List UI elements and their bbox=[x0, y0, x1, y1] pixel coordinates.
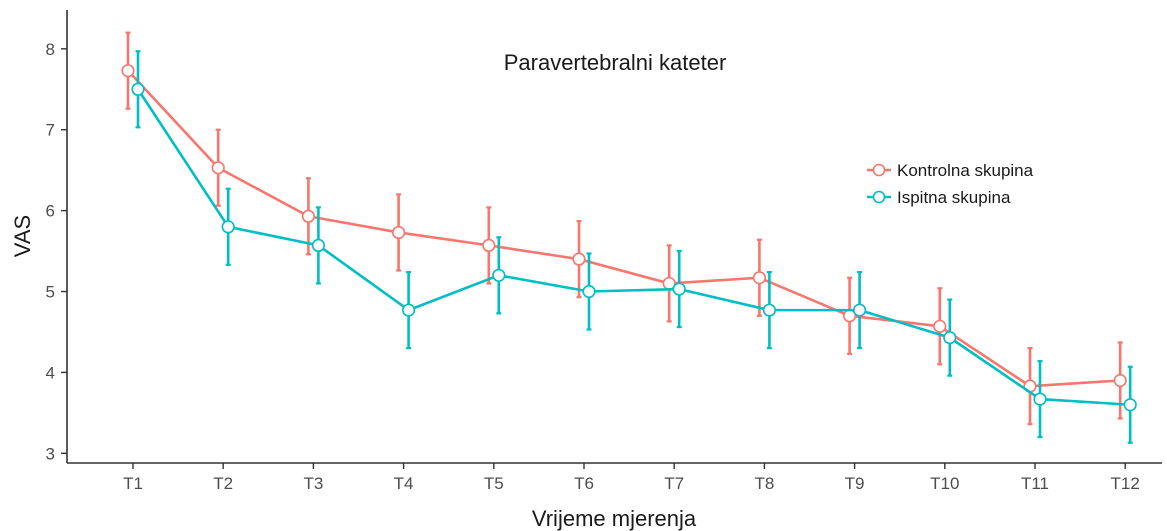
legend-swatch-point bbox=[872, 190, 886, 204]
data-point bbox=[582, 284, 596, 299]
series-line bbox=[127, 69, 1121, 388]
legend-label: Ispitna skupina bbox=[897, 188, 1011, 207]
x-tick-label: T8 bbox=[754, 474, 774, 493]
legend-item: Kontrolna skupina bbox=[867, 161, 1034, 180]
legend-swatch-point bbox=[872, 163, 886, 177]
series-line bbox=[136, 88, 1131, 407]
series-1 bbox=[121, 31, 1127, 426]
y-tick-label: 8 bbox=[46, 40, 55, 59]
data-point bbox=[392, 225, 406, 240]
data-point bbox=[572, 252, 586, 266]
x-tick-label: T6 bbox=[574, 474, 594, 493]
data-point bbox=[492, 268, 506, 282]
data-point bbox=[1123, 398, 1137, 412]
data-point bbox=[311, 238, 326, 252]
data-point bbox=[1113, 373, 1127, 388]
series-2 bbox=[131, 50, 1137, 444]
y-axis-title: VAS bbox=[10, 215, 35, 257]
chart-legend: Kontrolna skupina Ispitna skupina bbox=[867, 161, 1034, 207]
data-point bbox=[121, 64, 135, 78]
data-point bbox=[762, 303, 777, 317]
data-point bbox=[301, 209, 316, 223]
x-tick-label: T9 bbox=[845, 474, 865, 493]
x-tick-label: T1 bbox=[123, 474, 143, 493]
x-tick-label: T7 bbox=[664, 474, 684, 493]
data-point bbox=[752, 271, 767, 285]
legend-item: Ispitna skupina bbox=[867, 188, 1011, 207]
x-tick-label: T3 bbox=[303, 474, 323, 493]
data-point bbox=[131, 82, 145, 96]
data-point bbox=[402, 303, 416, 317]
x-tick-label: T4 bbox=[394, 474, 414, 493]
chart-annotation: Paravertebralni kateter bbox=[504, 50, 727, 75]
x-tick-label: T12 bbox=[1111, 474, 1140, 493]
x-tick-label: T2 bbox=[213, 474, 233, 493]
data-point bbox=[482, 238, 496, 252]
data-point bbox=[221, 220, 235, 234]
data-point bbox=[672, 282, 686, 296]
legend-label: Kontrolna skupina bbox=[897, 161, 1034, 180]
y-tick-label: 5 bbox=[46, 283, 55, 302]
x-tick-label: T11 bbox=[1021, 474, 1049, 493]
chart-marks bbox=[121, 31, 1137, 444]
x-tick-label: T5 bbox=[484, 474, 504, 493]
chart-axes: 3 4 5 6 7 8 T1 T2 T3 T4 T5 T6 T7 T8 T9 T10 T11 T12 bbox=[46, 10, 1162, 493]
data-point bbox=[943, 331, 957, 345]
x-axis-title: Vrijeme mjerenja bbox=[532, 506, 697, 531]
data-point bbox=[211, 161, 225, 175]
y-tick-label: 6 bbox=[46, 202, 55, 221]
data-point bbox=[852, 303, 867, 317]
y-tick-label: 7 bbox=[46, 121, 55, 140]
data-point bbox=[933, 319, 947, 333]
y-tick-label: 3 bbox=[46, 444, 55, 463]
x-tick-label: T10 bbox=[930, 474, 959, 493]
data-point bbox=[1033, 392, 1047, 406]
y-tick-label: 4 bbox=[46, 363, 55, 382]
